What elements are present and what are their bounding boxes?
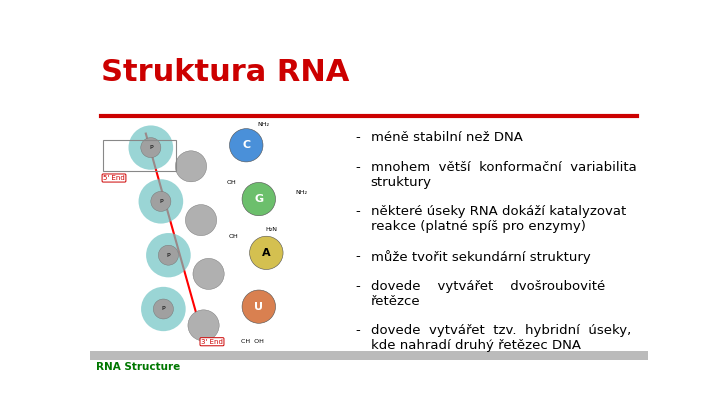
Text: P: P bbox=[159, 199, 163, 204]
Text: reakce (platné spíš pro enzymy): reakce (platné spíš pro enzymy) bbox=[371, 220, 585, 233]
Text: -: - bbox=[355, 280, 360, 293]
Text: NH₂: NH₂ bbox=[258, 122, 270, 127]
Ellipse shape bbox=[153, 299, 174, 319]
Text: některé úseky RNA dokáží katalyzovat: některé úseky RNA dokáží katalyzovat bbox=[371, 205, 626, 218]
Ellipse shape bbox=[128, 126, 173, 170]
Text: P: P bbox=[161, 307, 165, 311]
Ellipse shape bbox=[230, 129, 263, 162]
Text: dovede    vytvářet    dvošroubovité: dovede vytvářet dvošroubovité bbox=[371, 280, 605, 293]
Text: P: P bbox=[166, 253, 170, 258]
Ellipse shape bbox=[141, 138, 161, 158]
Text: A: A bbox=[262, 248, 271, 258]
Text: CH  OH: CH OH bbox=[241, 339, 264, 344]
Ellipse shape bbox=[158, 245, 179, 265]
Ellipse shape bbox=[193, 258, 224, 290]
Text: OH: OH bbox=[229, 234, 238, 239]
Text: -: - bbox=[355, 250, 360, 263]
Ellipse shape bbox=[186, 205, 217, 236]
Text: RNA Structure: RNA Structure bbox=[96, 362, 180, 372]
Ellipse shape bbox=[146, 233, 191, 277]
Text: -: - bbox=[355, 161, 360, 174]
Ellipse shape bbox=[250, 236, 283, 269]
Text: U: U bbox=[254, 302, 264, 312]
Text: méně stabilní než DNA: méně stabilní než DNA bbox=[371, 131, 523, 144]
Text: řetězce: řetězce bbox=[371, 295, 420, 308]
Ellipse shape bbox=[150, 192, 171, 211]
Text: NH₂: NH₂ bbox=[295, 190, 307, 194]
Text: -: - bbox=[355, 131, 360, 144]
Ellipse shape bbox=[141, 287, 186, 331]
FancyBboxPatch shape bbox=[90, 351, 648, 360]
Text: -: - bbox=[355, 205, 360, 218]
Text: kde nahradí druhý řetězec DNA: kde nahradí druhý řetězec DNA bbox=[371, 339, 580, 352]
Text: OH: OH bbox=[226, 180, 236, 185]
Ellipse shape bbox=[242, 182, 276, 216]
Text: struktury: struktury bbox=[371, 176, 432, 189]
Text: -: - bbox=[355, 324, 360, 337]
Ellipse shape bbox=[242, 290, 276, 323]
Text: H₂N: H₂N bbox=[266, 227, 277, 232]
Ellipse shape bbox=[188, 310, 219, 341]
Text: C: C bbox=[242, 140, 251, 150]
Text: Struktura RNA: Struktura RNA bbox=[101, 58, 349, 87]
Text: G: G bbox=[254, 194, 264, 204]
Text: 5' End: 5' End bbox=[103, 175, 125, 181]
Text: mnohem  větší  konformační  variabilita: mnohem větší konformační variabilita bbox=[371, 161, 636, 174]
Text: P: P bbox=[149, 145, 153, 150]
Text: dovede  vytvářet  tzv.  hybridní  úseky,: dovede vytvářet tzv. hybridní úseky, bbox=[371, 324, 631, 337]
Text: může tvořit sekundární struktury: může tvořit sekundární struktury bbox=[371, 250, 590, 264]
Text: 3' End: 3' End bbox=[201, 339, 223, 345]
Ellipse shape bbox=[138, 179, 183, 224]
Ellipse shape bbox=[176, 151, 207, 182]
